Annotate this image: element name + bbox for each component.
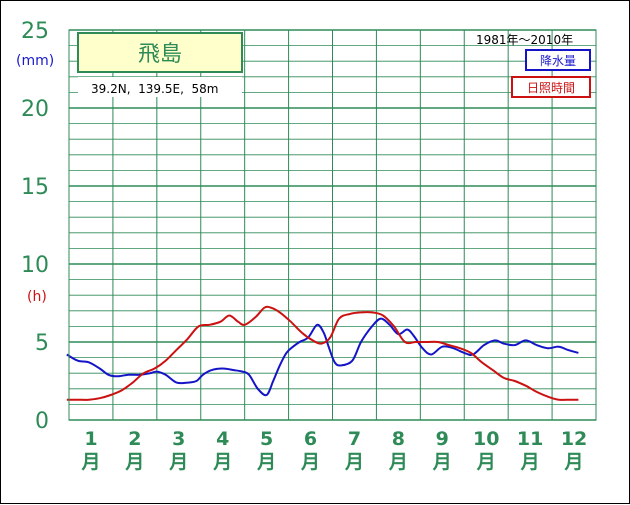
month-number-label: 12 — [561, 428, 587, 450]
y-tick-label: 5 — [35, 331, 49, 356]
month-suffix-label: 月 — [388, 451, 408, 473]
month-number-label: 4 — [216, 428, 229, 450]
month-number-label: 2 — [128, 428, 141, 450]
month-number-label: 3 — [172, 428, 185, 450]
month-suffix-label: 月 — [432, 451, 452, 473]
location-label: 39.2N, 139.5E, 58m — [91, 82, 218, 96]
month-suffix-label: 月 — [168, 451, 188, 473]
month-suffix-label: 月 — [344, 451, 364, 473]
station-box: 飛島 — [77, 32, 243, 73]
month-number-label: 8 — [392, 428, 405, 450]
location-box: 39.2N, 139.5E, 58m — [78, 77, 242, 97]
month-suffix-label: 月 — [124, 451, 144, 473]
plot-border — [68, 29, 597, 421]
month-suffix-label: 月 — [80, 451, 100, 473]
month-suffix-label: 月 — [300, 451, 320, 473]
y-tick-label: 0 — [35, 409, 49, 434]
precip-unit-label: (mm) — [16, 53, 54, 69]
month-number-label: 6 — [304, 428, 317, 450]
station-name: 飛島 — [138, 42, 182, 67]
y-tick-label: 25 — [21, 19, 49, 44]
y-tick-label: 15 — [21, 175, 49, 200]
month-number-label: 11 — [517, 428, 543, 450]
month-number-label: 7 — [348, 428, 361, 450]
sunshine-line — [66, 305, 579, 401]
month-suffix-label: 月 — [476, 451, 496, 473]
y-tick-label: 20 — [21, 97, 49, 122]
y-tick-label: 10 — [21, 253, 49, 278]
month-suffix-label: 月 — [212, 451, 232, 473]
grid — [69, 29, 596, 421]
month-number-label: 1 — [84, 428, 97, 450]
month-number-label: 10 — [473, 428, 499, 450]
period-label: 1981年～2010年 — [476, 33, 573, 47]
legend-precip-label: 降水量 — [540, 54, 576, 68]
month-number-label: 9 — [436, 428, 449, 450]
month-suffix-label: 月 — [256, 451, 276, 473]
y-tick-labels: 0 5 10 15 20 25 — [21, 19, 49, 434]
legend-sunshine: 日照時間 — [511, 76, 591, 98]
month-number-label: 5 — [260, 428, 273, 450]
month-suffix-label: 月 — [564, 451, 584, 473]
legend-sunshine-label: 日照時間 — [527, 81, 575, 95]
sunshine-unit-label: (h) — [27, 289, 47, 305]
precipitation-line — [66, 317, 579, 397]
month-suffix-label: 月 — [520, 451, 540, 473]
legend-precip: 降水量 — [525, 49, 591, 71]
